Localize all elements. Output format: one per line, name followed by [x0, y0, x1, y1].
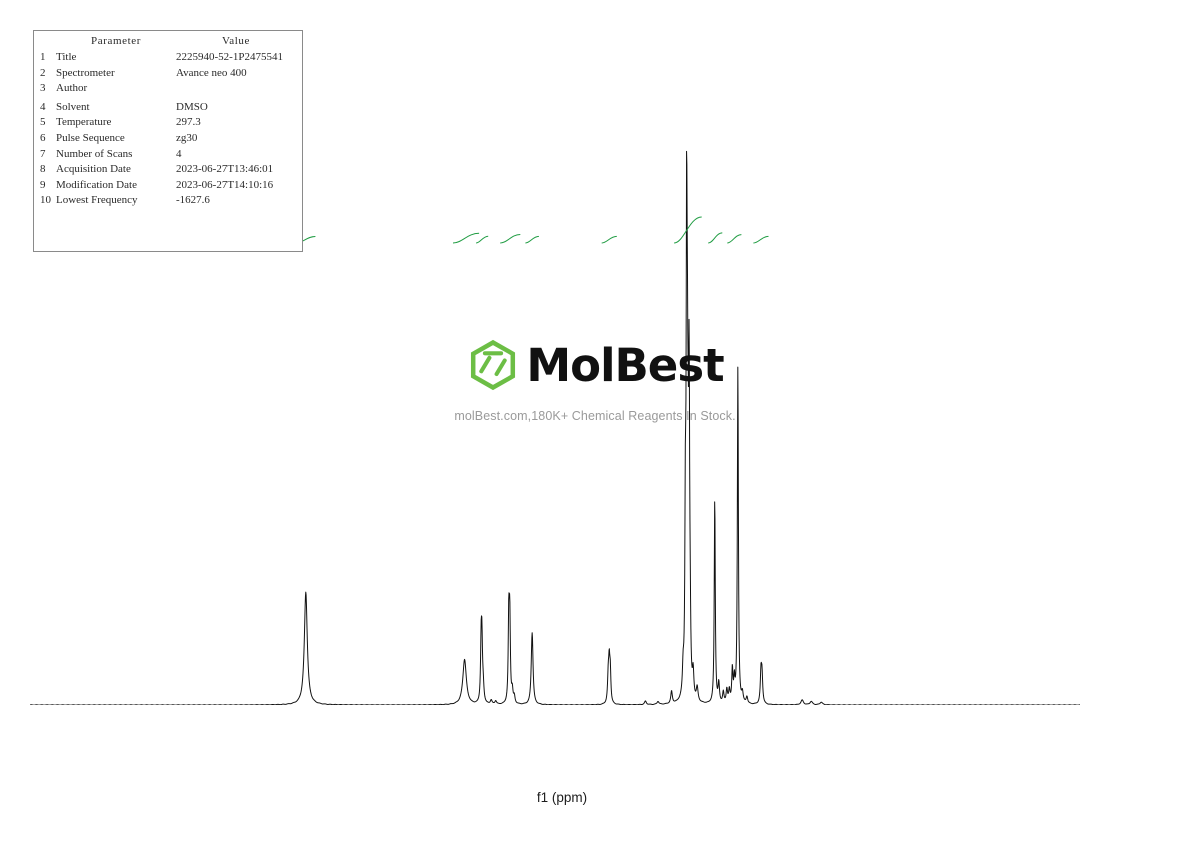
parameter-row: 4 Solvent DMSO — [34, 100, 302, 116]
integral-curve — [673, 216, 702, 244]
integral-curve — [601, 235, 617, 244]
parameter-key: Solvent — [56, 100, 90, 113]
integral-curve — [500, 234, 521, 244]
parameter-index: 5 — [40, 116, 46, 129]
integral-curve — [525, 235, 539, 244]
parameter-value: DMSO — [176, 100, 208, 113]
parameter-value — [176, 81, 296, 97]
parameter-value: -1627.6 — [176, 194, 210, 207]
spectrum-line — [30, 150, 1080, 705]
col-parameter-header: Parameter — [91, 35, 141, 47]
parameter-row: 7 Number of Scans 4 — [34, 147, 302, 163]
integral-curve — [727, 234, 742, 244]
parameter-row: 2 Spectrometer Avance neo 400 — [34, 66, 302, 82]
parameter-index: 9 — [40, 178, 46, 191]
parameter-index: 4 — [40, 100, 46, 113]
parameter-row: 9 Modification Date 2023-06-27T14:10:16 — [34, 178, 302, 194]
parameter-value: 297.3 — [176, 116, 201, 129]
y-axis — [1078, 25, 1190, 715]
parameter-value: 2225940-52-1P2475541 — [176, 51, 283, 63]
col-index-header — [40, 35, 56, 47]
parameter-key: Number of Scans — [56, 147, 133, 160]
parameter-table-header: Parameter Value — [34, 35, 302, 47]
parameter-key: Author — [56, 82, 88, 95]
parameter-index: 8 — [40, 163, 46, 176]
parameter-key: Pulse Sequence — [56, 131, 125, 144]
parameter-index: 6 — [40, 131, 46, 144]
parameter-index: 2 — [40, 66, 46, 79]
integral-curves — [296, 216, 769, 244]
parameter-row: 5 Temperature 297.3 — [34, 115, 302, 131]
parameter-key: Temperature — [56, 116, 112, 129]
col-value-header: Value — [221, 35, 251, 47]
parameter-index: 10 — [40, 194, 51, 207]
spectrum-trace — [30, 150, 1080, 705]
parameter-row: 3 Author — [34, 81, 302, 97]
parameter-value: 4 — [176, 147, 182, 160]
parameter-key: Title — [56, 51, 77, 63]
x-axis-title: f1 (ppm) — [0, 790, 1190, 805]
integral-curve — [753, 235, 769, 244]
parameter-value: zg30 — [176, 131, 198, 144]
parameter-row: 10 Lowest Frequency -1627.6 — [34, 193, 302, 209]
parameter-key: Acquisition Date — [56, 163, 131, 176]
parameter-value: 2023-06-27T13:46:01 — [176, 163, 274, 176]
parameter-key: Spectrometer — [56, 66, 115, 79]
parameter-index: 7 — [40, 147, 46, 160]
parameter-index: 1 — [40, 51, 46, 63]
y-axis-line — [1078, 25, 1190, 715]
spectrum-plot — [30, 25, 1080, 705]
parameter-key: Modification Date — [56, 178, 137, 191]
x-axis-line — [30, 762, 1080, 776]
parameter-row: 8 Acquisition Date 2023-06-27T13:46:01 — [34, 162, 302, 178]
parameter-value: Avance neo 400 — [176, 66, 247, 79]
parameter-table: Parameter Value 1 Title 2225940-52-1P24755… — [33, 30, 303, 252]
integral-curve — [476, 235, 489, 244]
parameter-value: 2023-06-27T14:10:16 — [176, 178, 274, 191]
x-axis-title-text: f1 (ppm) — [536, 790, 588, 805]
parameter-row: 1 Title 2225940-52-1P2475541 — [34, 50, 302, 66]
parameter-key: Lowest Frequency — [56, 194, 138, 207]
parameter-row: 6 Pulse Sequence zg30 — [34, 131, 302, 147]
parameter-index: 3 — [40, 82, 46, 95]
integral-curve — [452, 232, 480, 244]
integral-curve — [708, 232, 723, 244]
